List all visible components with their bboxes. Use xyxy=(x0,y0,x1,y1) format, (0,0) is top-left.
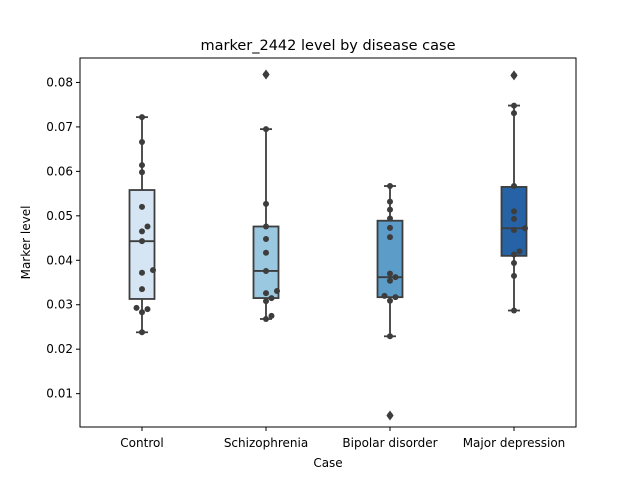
x-tick-label: Major depression xyxy=(463,436,566,450)
y-tick-label: 0.06 xyxy=(46,164,73,178)
y-tick-label: 0.01 xyxy=(46,387,73,401)
y-tick-label: 0.07 xyxy=(46,120,73,134)
chart-title: marker_2442 level by disease case xyxy=(201,38,456,54)
data-point xyxy=(381,292,388,299)
data-point xyxy=(263,126,269,133)
data-point xyxy=(387,198,393,205)
data-point xyxy=(139,228,145,235)
data-point xyxy=(263,315,269,322)
data-point xyxy=(387,224,393,231)
data-point xyxy=(511,208,517,215)
data-point xyxy=(511,272,517,279)
data-point xyxy=(139,329,145,336)
data-point xyxy=(144,306,151,313)
data-point xyxy=(144,223,151,230)
data-point xyxy=(268,312,275,319)
data-point xyxy=(139,269,145,276)
data-point xyxy=(511,102,517,109)
data-point xyxy=(387,333,393,340)
data-point xyxy=(263,298,269,305)
data-point xyxy=(511,215,517,222)
data-point xyxy=(263,249,269,256)
data-point xyxy=(511,251,517,258)
box-group-2 xyxy=(252,69,280,322)
data-point xyxy=(263,235,269,242)
box-group-1 xyxy=(128,114,156,336)
y-tick-label: 0.03 xyxy=(46,298,73,312)
data-point xyxy=(516,248,523,255)
y-tick-label: 0.05 xyxy=(46,209,73,223)
data-point xyxy=(139,169,145,176)
data-point xyxy=(274,287,280,294)
data-point xyxy=(387,297,393,304)
data-point xyxy=(387,183,393,190)
data-point xyxy=(387,270,393,277)
data-point xyxy=(139,139,145,146)
x-axis-label: Case xyxy=(313,456,342,470)
data-point xyxy=(511,307,517,314)
data-point xyxy=(522,225,528,232)
data-point xyxy=(263,71,269,78)
data-point xyxy=(387,234,393,241)
data-point xyxy=(263,290,269,297)
data-point xyxy=(139,238,145,245)
x-tick-label: Schizophrenia xyxy=(224,436,308,450)
data-point xyxy=(150,267,156,274)
data-point xyxy=(139,286,145,293)
box-group-4 xyxy=(500,70,528,314)
data-point xyxy=(268,295,275,302)
data-point xyxy=(387,215,393,222)
box-group-3 xyxy=(376,183,404,421)
x-tick-label: Bipolar disorder xyxy=(342,436,437,450)
data-point xyxy=(511,259,517,266)
data-point xyxy=(387,206,393,213)
plot-frame xyxy=(79,57,577,428)
data-point xyxy=(392,274,399,281)
data-point xyxy=(133,304,140,311)
y-tick-label: 0.08 xyxy=(46,75,73,89)
y-axis-label: Marker level xyxy=(19,206,33,280)
plot-area xyxy=(128,69,528,421)
data-point xyxy=(263,223,269,230)
data-point xyxy=(511,72,517,79)
axes: 0.01 0.02 0.03 0.04 0.05 0.06 0.07 0.08 Control S… xyxy=(46,75,565,450)
data-point xyxy=(511,183,517,190)
data-point xyxy=(139,114,145,121)
y-tick-label: 0.02 xyxy=(46,342,73,356)
data-point xyxy=(139,162,145,169)
box-iqr xyxy=(376,219,404,299)
y-tick-label: 0.04 xyxy=(46,253,73,267)
data-point xyxy=(263,267,269,274)
data-point xyxy=(263,200,269,207)
data-point xyxy=(511,227,517,234)
data-point xyxy=(392,294,399,301)
data-point xyxy=(387,277,393,284)
data-point xyxy=(511,110,517,117)
x-tick-label: Control xyxy=(120,436,163,450)
data-point xyxy=(139,309,145,316)
data-point xyxy=(139,203,145,210)
data-point xyxy=(387,412,393,419)
